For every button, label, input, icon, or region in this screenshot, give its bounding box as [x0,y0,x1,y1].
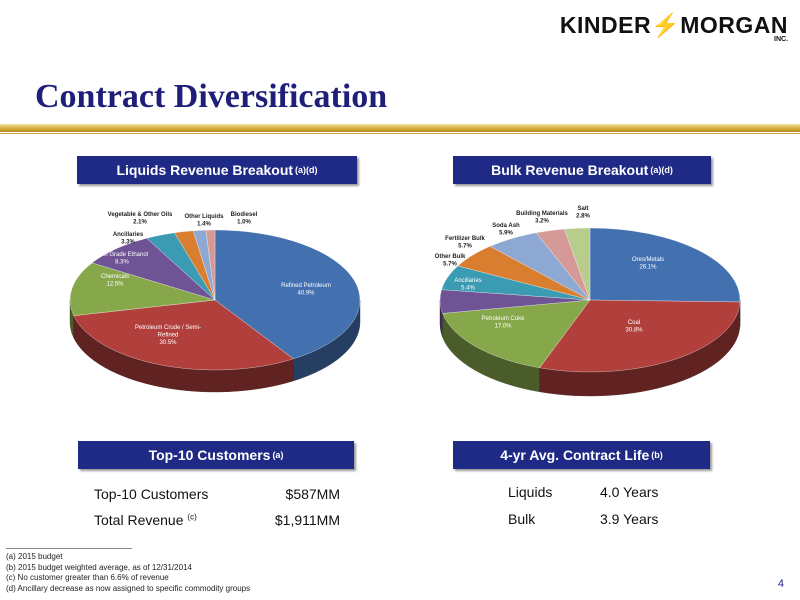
footnote-b: (b) 2015 budget weighted average, as of … [6,562,192,572]
liquids-slice-1 [73,299,294,371]
liquids-pie-chart: Refined Petroleum 40.9% Petroleum Crude / … [69,212,361,393]
bulk-otherbulk-label: 5.7% [443,262,457,268]
revenue-row-label-text: Total Revenue [94,512,184,528]
bulk-otherbulk-label: Other Bulk [435,254,466,260]
bulk-ores-label: Ores/Metals [632,257,664,263]
bulk-life-value: 3.9 Years [600,511,659,527]
liquids-slice-0 [214,229,361,360]
bulk-coal-label: Coal [628,320,640,326]
liquids-vegetable-label: 2.1% [133,220,147,226]
bulk-pie-chart: Ores/Metals 26.1% Coal 30.8% Petroleum Coke 1… [435,206,741,397]
footnotes: (a) 2015 budget (b) 2015 budget weighted… [6,552,250,594]
liquids-biodiesel-label: Biodiesel [231,212,258,218]
title-divider [0,124,800,132]
liquids-other-label: 1.4% [197,222,211,228]
bulk-revenue-header-sup: (a)(d) [650,165,673,175]
liquids-crude-label: 30.5% [159,340,177,346]
liquids-revenue-header-sup: (a)(d) [295,165,318,175]
liquids-ancillaries-label: 3.3% [121,240,135,246]
bulk-slice-8 [564,227,591,301]
liquids-biodiesel-label: 1.0% [237,220,251,226]
bulk-ancillaries-label: Ancillaries [454,278,481,284]
bulk-revenue-header-text: Bulk Revenue Breakout [491,162,649,178]
revenue-row-sup: (c) [187,512,197,522]
bulk-revenue-header: Bulk Revenue Breakout (a)(d) [453,156,711,184]
liquids-other-label: Other Liquids [185,214,225,220]
logo-name-left: KINDER [559,12,652,38]
customers-row-label: Top-10 Customers [94,486,208,502]
liquids-revenue-header-text: Liquids Revenue Breakout [116,162,294,178]
footnote-c: (c) No customer greater than 6.6% of rev… [6,573,169,582]
contract-life-header-sup: (b) [651,450,663,460]
liquids-ancillaries-label: Ancillaries [113,232,144,238]
bulk-building-label: Building Materials [516,211,568,217]
top-customers-header-text: Top-10 Customers [148,447,271,463]
liquids-revenue-header: Liquids Revenue Breakout (a)(d) [77,156,357,184]
liquids-refined-label: 40.9% [297,291,315,297]
bulk-fertilizer-label: 5.7% [458,244,472,250]
contract-life-header-text: 4-yr Avg. Contract Life [500,447,650,463]
bulk-building-label: 3.2% [535,219,549,225]
bulk-salt-label: Salt [577,206,588,212]
liquids-ethanol-label: 8.3% [115,260,129,266]
liquids-vegetable-label: Vegetable & Other Oils [108,212,173,218]
bulk-sodaash-label: 5.9% [499,231,513,237]
bulk-coal-label: 30.8% [625,328,643,334]
bulk-slice-2 [442,299,591,368]
footnote-d: (d) Ancillary decrease as now assigned t… [6,583,251,593]
page-number: 4 [777,578,784,590]
liquids-refined-label: Refined Petroleum [281,283,331,289]
title-divider-line [0,133,800,134]
liquids-life-label: Liquids [508,484,553,500]
bulk-slice-1 [539,299,741,373]
customers-row-label-text: Top-10 Customers [94,486,209,502]
liquids-slice-7 [205,229,216,301]
liquids-crude-label: Petroleum Crude / Semi- [135,325,201,331]
logo-bolt-icon: ⚡ [651,12,681,38]
top-customers-header: Top-10 Customers (a) [78,441,354,469]
bulk-ores-label: 26.1% [639,265,657,271]
liquids-ethanol-label: Fuel Grade Ethanol [96,252,148,258]
footnote-a: (a) 2015 budget [6,552,63,561]
company-logo: KINDER⚡MORGAN INC. [560,12,788,43]
bulk-petcoke-label: 17.0% [494,324,512,330]
liquids-slice-2 [69,262,216,316]
bulk-fertilizer-label: Fertilizer Bulk [445,236,485,242]
contract-life-header: 4-yr Avg. Contract Life (b) [453,441,710,469]
bulk-ancillaries-label: 5.4% [461,286,475,292]
customers-row-value: $587MM [285,486,340,502]
top-customers-header-sup: (a) [272,450,284,460]
revenue-row-value: $1,911MM [274,512,340,528]
logo-name-right: MORGAN [680,12,788,38]
revenue-row-label: Total Revenue (c) [94,512,197,528]
bulk-petcoke-label: Petroleum Coke [481,316,525,322]
liquids-crude-label: Refined [158,333,179,339]
liquids-life-value: 4.0 Years [600,484,659,500]
bulk-life-label: Bulk [508,511,536,527]
bulk-salt-label: 2.8% [576,214,590,220]
liquids-chemicals-label: Chemicals [101,274,129,280]
bulk-sodaash-label: Soda Ash [492,223,520,229]
bulk-slice-0 [589,227,741,303]
liquids-chemicals-label: 12.5% [106,282,124,288]
page-title: Contract Diversification [35,78,388,115]
footnote-divider [6,548,132,549]
logo-suffix: INC. [774,36,788,43]
